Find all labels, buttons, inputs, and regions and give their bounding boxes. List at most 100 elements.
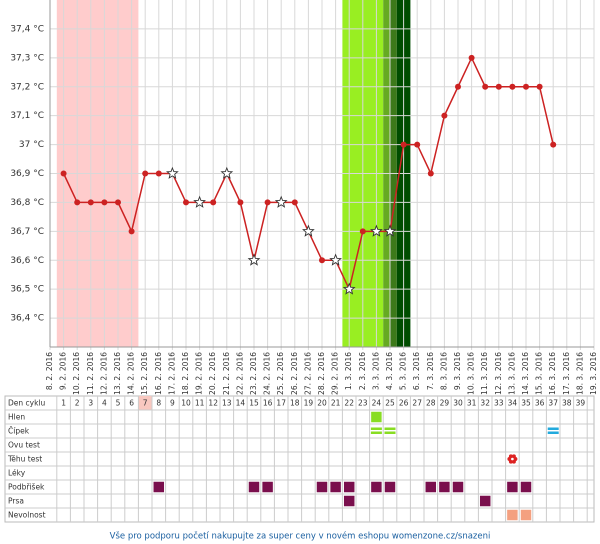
x-tick-label: 16. 2. 2016 [154, 352, 163, 395]
point [115, 199, 121, 206]
petal [511, 459, 516, 464]
cycle-day: 1 [61, 399, 66, 408]
x-tick-label: 13. 3. 2016 [507, 352, 516, 395]
y-tick-label: 36,6 °C [10, 256, 44, 266]
cycle-day: 34 [508, 399, 518, 408]
point [495, 83, 502, 90]
point [523, 83, 529, 90]
cell-mark [479, 495, 491, 507]
x-tick-label: 5. 3. 2016 [399, 352, 408, 390]
x-tick-label: 20. 2. 2016 [208, 352, 217, 395]
cycle-day: 32 [480, 399, 490, 408]
cell-mark [153, 481, 165, 493]
x-tick-label: 1. 3. 2016 [344, 352, 353, 390]
row-label: Ovu test [8, 441, 40, 450]
x-tick-label: 6. 3. 2016 [412, 352, 421, 390]
point [536, 83, 543, 90]
point [359, 228, 366, 235]
star-point [220, 166, 234, 179]
x-tick-label: 23. 2. 2016 [249, 352, 258, 395]
point [101, 199, 108, 206]
cycle-day: 2 [75, 399, 80, 408]
star-point [247, 253, 261, 266]
y-tick-label: 36,9 °C [10, 169, 44, 179]
x-tick-label: 16. 3. 2016 [548, 352, 557, 395]
point [291, 199, 298, 206]
point [237, 199, 244, 206]
table-frame [4, 395, 595, 523]
cycle-day: 38 [562, 399, 572, 408]
petal [511, 454, 516, 459]
point [142, 170, 149, 177]
row-label: Podbřišek [8, 483, 45, 492]
star-point [383, 224, 397, 237]
cycle-day: 13 [222, 399, 232, 408]
cycle-day: 23 [358, 399, 368, 408]
point [550, 141, 557, 148]
x-tick-label: 11. 2. 2016 [86, 352, 95, 395]
point [414, 141, 421, 148]
x-tick-label: 8. 3. 2016 [439, 352, 448, 390]
cycle-day: 12 [208, 399, 218, 408]
cycle-day: 5 [116, 399, 121, 408]
star-point [342, 282, 356, 295]
stripe [370, 431, 382, 434]
footer-link[interactable]: Vše pro podporu početí nakupujte za supe… [110, 531, 491, 542]
x-tick-label: 19. 3. 2016 [589, 352, 598, 395]
point [319, 257, 325, 264]
cell-mark [506, 481, 519, 493]
x-tick-label: 27. 2. 2016 [303, 352, 312, 395]
stripe [370, 427, 382, 430]
row-label: Nevolnost [8, 511, 46, 520]
cycle-day: 16 [263, 399, 273, 408]
y-tick-label: 37,2 °C [10, 82, 44, 92]
x-tick-label: 22. 2. 2016 [235, 352, 244, 395]
cycle-day: 14 [236, 399, 246, 408]
cycle-day: 11 [195, 399, 205, 408]
cycle-day: 21 [331, 399, 341, 408]
x-tick-label: 7. 3. 2016 [426, 352, 435, 390]
y-tick-label: 36,8 °C [10, 198, 44, 208]
cell-mark [261, 481, 274, 493]
x-tick-label: 4. 3. 2016 [385, 352, 394, 390]
cell-mark [507, 454, 518, 464]
cycle-day: 35 [521, 399, 531, 408]
cycle-day: 8 [156, 399, 161, 408]
cycle-day: 31 [467, 399, 477, 408]
point [87, 199, 94, 206]
petal [508, 454, 513, 459]
row-label: Těhu test [7, 455, 42, 464]
cycle-day: 29 [440, 399, 450, 408]
x-tick-label: 17. 3. 2016 [562, 352, 571, 395]
x-tick-label: 11. 3. 2016 [480, 352, 489, 395]
x-tick-label: 9. 2. 2016 [59, 352, 68, 390]
x-tick-label: 3. 3. 2016 [371, 352, 380, 390]
y-tick-label: 36,4 °C [10, 314, 44, 324]
cycle-day: 7 [143, 399, 148, 408]
x-tick-label: 12. 2. 2016 [99, 352, 108, 395]
x-tick-label: 25. 2. 2016 [276, 352, 285, 395]
stripe [547, 427, 559, 430]
x-tick-label: 21. 2. 2016 [222, 352, 231, 395]
cycle-day: 28 [426, 399, 436, 408]
point [183, 199, 189, 206]
cycle-day: 27 [412, 399, 422, 408]
x-tick-label: 12. 3. 2016 [494, 352, 503, 395]
cycle-day: 22 [344, 399, 354, 408]
cell-mark [452, 481, 464, 493]
star-point [193, 195, 206, 208]
point [509, 83, 516, 90]
cycle-day: 19 [304, 399, 314, 408]
cycle-day: 15 [249, 399, 259, 408]
cell-mark [520, 481, 532, 493]
row-label: Léky [8, 469, 26, 478]
cycle-day: 33 [494, 399, 504, 408]
star-point [370, 224, 383, 237]
x-tick-label: 2. 3. 2016 [358, 352, 367, 390]
point [155, 170, 162, 177]
x-tick-label: 19. 2. 2016 [195, 352, 204, 395]
cycle-day: 25 [385, 399, 395, 408]
petal-center [511, 457, 514, 461]
